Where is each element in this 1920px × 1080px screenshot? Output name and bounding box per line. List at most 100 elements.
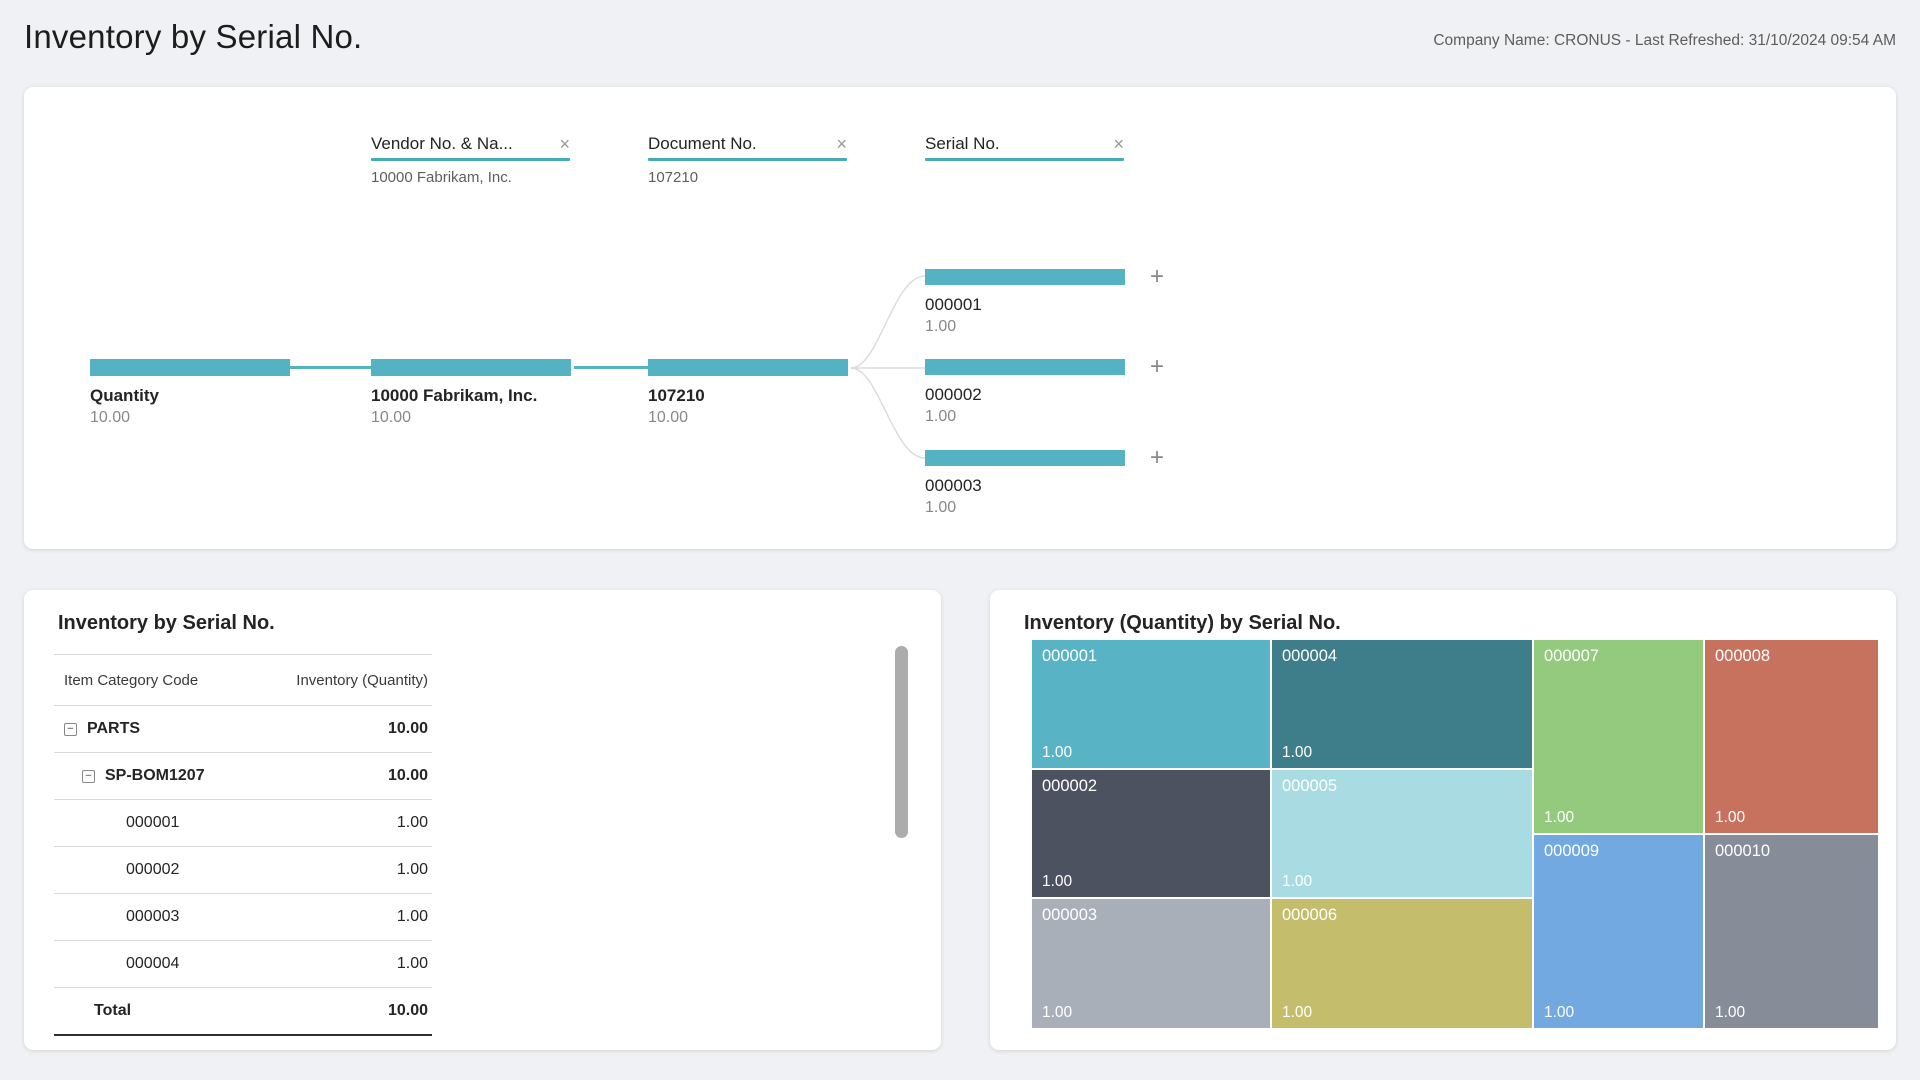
tile-label: 000004 — [1282, 647, 1338, 665]
tree-node-label: 000002 — [925, 385, 982, 404]
table-row[interactable]: − PARTS 10.00 — [54, 706, 432, 753]
filter-label[interactable]: Vendor No. & Na... — [371, 134, 513, 153]
tree-filter-2: Document No. × 107210 — [648, 132, 847, 186]
treemap-tile-000008[interactable]: 000008 1.00 — [1705, 640, 1878, 833]
table-row[interactable]: 000001 1.00 — [54, 800, 432, 847]
filter-underline — [648, 158, 847, 161]
tree-node-value: 1.00 — [925, 318, 957, 335]
tile-label: 000007 — [1544, 647, 1600, 665]
tree-node-value: 10.00 — [371, 409, 412, 426]
tile-label: 000002 — [1042, 777, 1098, 795]
row-category: SP-BOM1207 — [105, 767, 205, 784]
treemap-card: Inventory (Quantity) by Serial No. 00000… — [990, 590, 1896, 1050]
vertical-scrollbar-thumb[interactable] — [895, 646, 908, 838]
tile-label: 000010 — [1715, 842, 1771, 860]
filter-value: 107210 — [648, 169, 699, 186]
filter-close-icon[interactable]: × — [836, 134, 847, 154]
table-row[interactable]: 000004 1.00 — [54, 941, 432, 988]
tree-node-label: 000003 — [925, 476, 982, 495]
company-info: Company Name: CRONUS - Last Refreshed: 3… — [1433, 32, 1896, 49]
tree-node-bar[interactable] — [371, 359, 571, 376]
tree-link — [290, 366, 371, 369]
table-total-row: Total 10.00 — [54, 988, 432, 1036]
row-quantity: 1.00 — [396, 861, 428, 878]
total-label: Total — [94, 1002, 132, 1019]
tile-label: 000009 — [1544, 842, 1600, 860]
tree-filter-3: Serial No. × — [925, 132, 1124, 169]
tile-label: 000005 — [1282, 777, 1338, 795]
tree-node-bar[interactable] — [925, 269, 1125, 285]
row-quantity: 10.00 — [387, 720, 428, 737]
filter-label[interactable]: Serial No. — [925, 134, 1000, 153]
tree-leaf-node[interactable]: 000002 1.00 — [925, 359, 1125, 426]
tile-value: 1.00 — [1544, 809, 1575, 826]
tile-value: 1.00 — [1042, 744, 1073, 761]
tile-label: 000001 — [1042, 647, 1098, 665]
filter-label[interactable]: Document No. — [648, 134, 757, 153]
filter-close-icon[interactable]: × — [559, 134, 570, 154]
tree-link — [574, 366, 648, 369]
treemap-tile-000010[interactable]: 000010 1.00 — [1705, 835, 1878, 1028]
matrix-card: Inventory by Serial No. Item Category Co… — [24, 590, 941, 1050]
page-title: Inventory by Serial No. — [24, 18, 363, 55]
tree-node-label: Quantity — [90, 386, 159, 405]
tile-value: 1.00 — [1042, 873, 1073, 890]
tree-node-label: 000001 — [925, 295, 982, 314]
tree-node-label: 10000 Fabrikam, Inc. — [371, 386, 538, 405]
tree-node-bar[interactable] — [648, 359, 848, 376]
tree-leaf-node[interactable]: 000003 1.00 — [925, 450, 1125, 517]
tree-leaf-node[interactable]: 000001 1.00 — [925, 269, 1125, 336]
treemap-tile-000003[interactable]: 000003 1.00 — [1032, 899, 1270, 1028]
tree-node-vendor[interactable]: 10000 Fabrikam, Inc. 10.00 — [371, 359, 571, 427]
collapse-icon[interactable]: − — [82, 769, 95, 783]
expand-node-button[interactable]: + — [1149, 263, 1164, 290]
tree-node-root[interactable]: Quantity 10.00 — [90, 359, 290, 427]
treemap-tile-000004[interactable]: 000004 1.00 — [1272, 640, 1532, 768]
tree-node-value: 10.00 — [648, 409, 689, 426]
treemap-tile-000009[interactable]: 000009 1.00 — [1534, 835, 1703, 1028]
treemap-tile-000006[interactable]: 000006 1.00 — [1272, 899, 1532, 1028]
treemap-tile-000002[interactable]: 000002 1.00 — [1032, 770, 1270, 897]
tree-node-label: 107210 — [648, 386, 705, 405]
total-value: 10.00 — [387, 1002, 428, 1019]
row-quantity: 1.00 — [396, 955, 428, 972]
treemap-tile-000007[interactable]: 000007 1.00 — [1534, 640, 1703, 833]
row-category: 000003 — [126, 908, 180, 925]
expand-node-button[interactable]: + — [1149, 353, 1164, 380]
tree-node-value: 1.00 — [925, 499, 957, 516]
row-category: 000002 — [126, 861, 180, 878]
tile-value: 1.00 — [1715, 809, 1746, 826]
table-row[interactable]: 000003 1.00 — [54, 894, 432, 941]
tile-value: 1.00 — [1715, 1004, 1746, 1021]
row-category: PARTS — [87, 720, 141, 737]
tile-value: 1.00 — [1282, 744, 1313, 761]
tree-node-bar[interactable] — [925, 359, 1125, 375]
filter-close-icon[interactable]: × — [1113, 134, 1124, 154]
tree-node-bar[interactable] — [925, 450, 1125, 466]
filter-underline — [371, 158, 570, 161]
table-row[interactable]: 000002 1.00 — [54, 847, 432, 894]
matrix-header-quantity[interactable]: Inventory (Quantity) — [296, 671, 428, 689]
tile-value: 1.00 — [1042, 1004, 1073, 1021]
tree-connector-curves — [851, 275, 925, 459]
tile-value: 1.00 — [1282, 873, 1313, 890]
filter-underline — [925, 158, 1124, 161]
tree-node-bar[interactable] — [90, 359, 290, 376]
treemap-tile-000005[interactable]: 000005 1.00 — [1272, 770, 1532, 897]
decomposition-tree-card: Vendor No. & Na... × 10000 Fabrikam, Inc. D… — [24, 87, 1896, 549]
collapse-icon[interactable]: − — [64, 722, 77, 736]
row-quantity: 1.00 — [396, 814, 428, 831]
tree-node-value: 10.00 — [90, 409, 131, 426]
tree-node-document[interactable]: 107210 10.00 — [648, 359, 848, 427]
matrix-header-category[interactable]: Item Category Code — [64, 671, 199, 689]
tree-node-value: 1.00 — [925, 408, 957, 425]
tile-value: 1.00 — [1544, 1004, 1575, 1021]
treemap-tile-000001[interactable]: 000001 1.00 — [1032, 640, 1270, 768]
table-row[interactable]: − SP-BOM1207 10.00 — [54, 753, 432, 800]
tile-label: 000008 — [1715, 647, 1771, 665]
treemap-card-title: Inventory (Quantity) by Serial No. — [1024, 612, 1341, 634]
report-header: Inventory by Serial No. Company Name: CR… — [0, 0, 1920, 87]
expand-node-button[interactable]: + — [1149, 444, 1164, 471]
row-category: 000004 — [126, 955, 180, 972]
matrix-table: Item Category Code Inventory (Quantity) … — [54, 654, 432, 1036]
